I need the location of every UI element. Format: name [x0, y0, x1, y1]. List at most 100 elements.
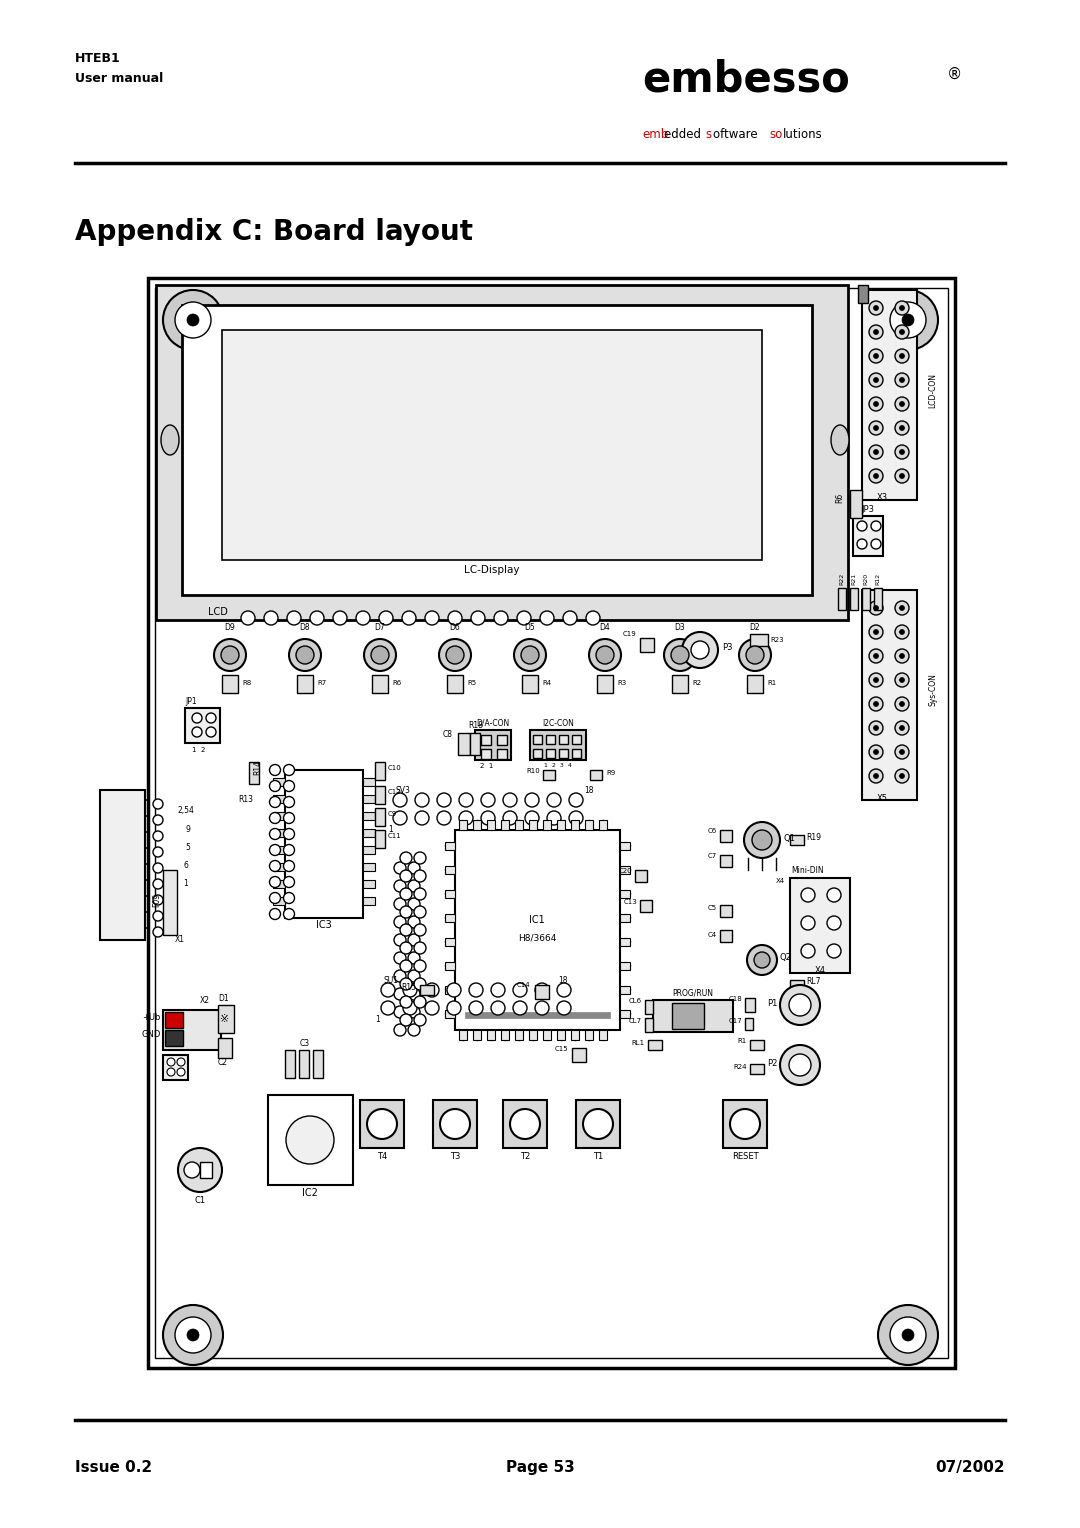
Ellipse shape: [900, 353, 905, 359]
Text: JP1: JP1: [185, 697, 197, 706]
Bar: [273, 847, 285, 854]
Ellipse shape: [874, 306, 878, 310]
Text: 1: 1: [388, 825, 393, 834]
Text: D4: D4: [599, 623, 610, 633]
Ellipse shape: [153, 895, 163, 905]
Text: RL7: RL7: [806, 978, 821, 987]
Text: D6: D6: [449, 623, 460, 633]
Ellipse shape: [900, 726, 905, 730]
Ellipse shape: [827, 888, 841, 902]
Text: 1  2: 1 2: [192, 747, 205, 753]
Text: C9: C9: [388, 811, 397, 817]
Ellipse shape: [900, 474, 905, 478]
Ellipse shape: [408, 862, 420, 874]
Ellipse shape: [869, 301, 883, 315]
Ellipse shape: [381, 1001, 395, 1015]
Bar: [720, 905, 732, 917]
Text: IC1: IC1: [529, 915, 545, 924]
Ellipse shape: [858, 521, 867, 532]
Text: C6: C6: [707, 828, 717, 834]
Bar: [100, 790, 145, 940]
Bar: [515, 821, 523, 830]
Ellipse shape: [400, 906, 411, 918]
Bar: [481, 735, 491, 746]
Text: CL7: CL7: [629, 1018, 642, 1024]
Bar: [222, 330, 762, 559]
Bar: [645, 999, 653, 1015]
Ellipse shape: [869, 672, 883, 688]
Bar: [534, 749, 542, 758]
Ellipse shape: [583, 1109, 613, 1138]
Bar: [720, 931, 732, 941]
Ellipse shape: [589, 639, 621, 671]
Bar: [535, 986, 549, 999]
Bar: [163, 1010, 221, 1050]
Ellipse shape: [270, 909, 281, 920]
Ellipse shape: [730, 1109, 760, 1138]
Text: R20: R20: [864, 573, 868, 585]
Text: C17: C17: [728, 1018, 742, 1024]
Ellipse shape: [900, 750, 905, 755]
Text: R23: R23: [770, 637, 784, 643]
Text: X4: X4: [814, 966, 825, 975]
Text: X1: X1: [175, 935, 185, 944]
Bar: [635, 869, 647, 882]
Text: RESET: RESET: [731, 1152, 758, 1161]
Ellipse shape: [869, 769, 883, 782]
Ellipse shape: [408, 989, 420, 999]
Text: C10: C10: [388, 766, 402, 772]
Bar: [750, 1041, 764, 1050]
Ellipse shape: [153, 847, 163, 857]
Ellipse shape: [206, 714, 216, 723]
Text: R12: R12: [876, 573, 880, 585]
Ellipse shape: [513, 983, 527, 996]
Bar: [572, 735, 581, 744]
Ellipse shape: [394, 952, 406, 964]
Bar: [858, 286, 868, 303]
Text: C12: C12: [388, 788, 402, 795]
Bar: [572, 749, 581, 758]
Ellipse shape: [878, 1305, 939, 1365]
Text: C18: C18: [728, 996, 742, 1002]
Ellipse shape: [525, 811, 539, 825]
Ellipse shape: [874, 701, 878, 706]
Ellipse shape: [535, 983, 549, 996]
Text: X2: X2: [200, 996, 210, 1005]
Ellipse shape: [283, 909, 295, 920]
Ellipse shape: [414, 924, 426, 937]
Ellipse shape: [400, 1015, 411, 1025]
Text: D/A-CON: D/A-CON: [476, 720, 510, 727]
Ellipse shape: [902, 313, 914, 325]
Text: C19: C19: [622, 631, 636, 637]
Ellipse shape: [447, 983, 461, 996]
Text: R1: R1: [767, 680, 777, 686]
Ellipse shape: [869, 422, 883, 435]
Text: R15: R15: [401, 983, 416, 992]
Bar: [529, 821, 537, 830]
Text: C11: C11: [388, 833, 402, 839]
Ellipse shape: [448, 611, 462, 625]
Bar: [543, 821, 551, 830]
Bar: [481, 749, 491, 759]
Bar: [862, 290, 917, 500]
Bar: [222, 675, 238, 694]
Text: GND: GND: [141, 1030, 161, 1039]
Bar: [163, 1054, 188, 1080]
Ellipse shape: [895, 301, 909, 315]
Ellipse shape: [426, 611, 438, 625]
Ellipse shape: [381, 983, 395, 996]
Text: Issue 0.2: Issue 0.2: [75, 1459, 152, 1475]
Ellipse shape: [394, 862, 406, 874]
Bar: [497, 735, 507, 746]
Ellipse shape: [408, 1024, 420, 1036]
Ellipse shape: [163, 290, 222, 350]
Bar: [363, 830, 375, 837]
Ellipse shape: [869, 746, 883, 759]
Ellipse shape: [895, 746, 909, 759]
Bar: [183, 306, 812, 594]
Text: T2: T2: [519, 1152, 530, 1161]
Bar: [218, 1038, 232, 1057]
Ellipse shape: [858, 539, 867, 549]
Bar: [850, 588, 858, 610]
Ellipse shape: [900, 701, 905, 706]
